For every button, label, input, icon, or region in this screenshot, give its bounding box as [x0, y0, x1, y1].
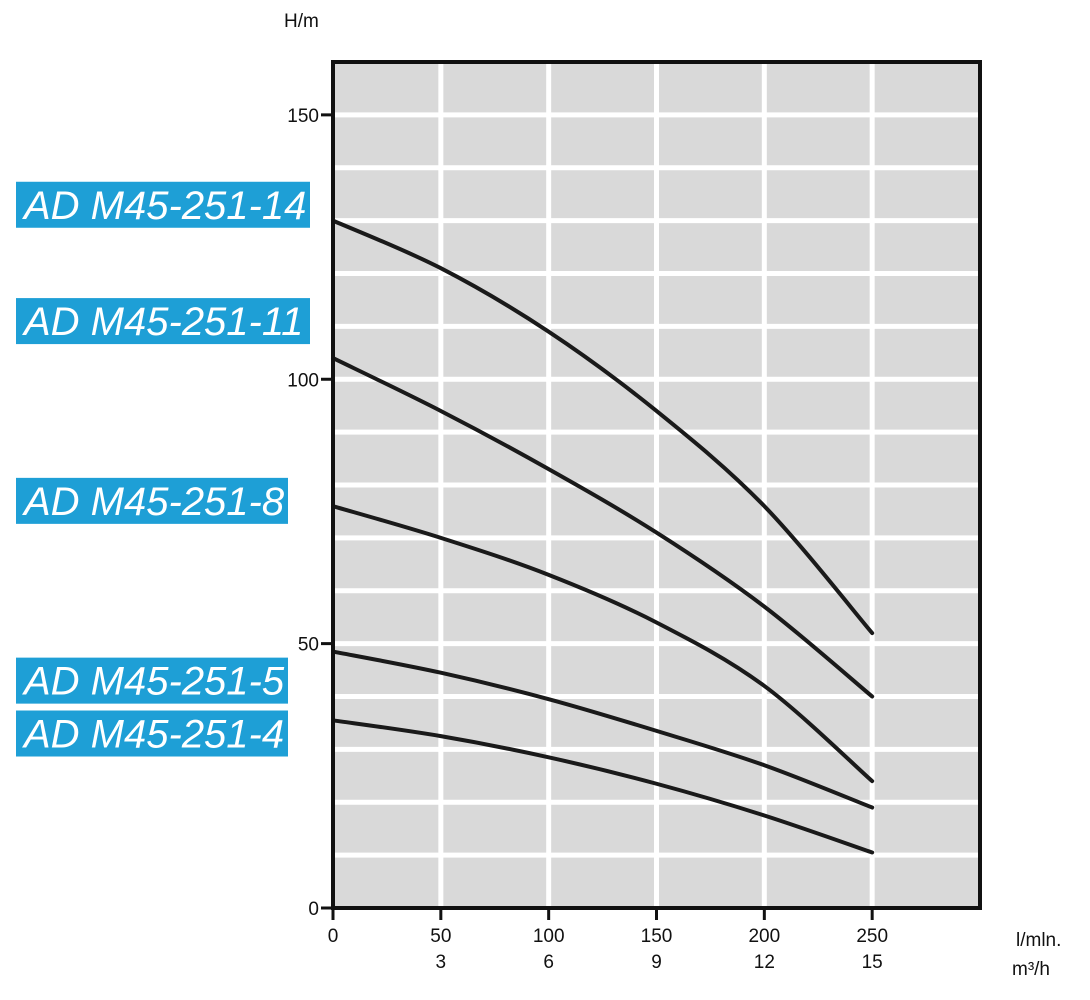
series-label-text: AD M45-251-5	[22, 660, 285, 704]
y-tick-label: 0	[308, 899, 319, 920]
series-curve	[331, 718, 875, 855]
series-curve	[331, 356, 875, 699]
series-label-badge	[16, 181, 310, 228]
series-curve	[331, 649, 875, 810]
x-tick-label-secondary: 6	[543, 952, 554, 973]
series-label-badge	[16, 477, 288, 524]
x-tick-label-secondary: 9	[651, 952, 662, 973]
y-axis-title: H/m	[284, 11, 319, 32]
x-tick-label: 100	[533, 926, 565, 947]
x-tick-label-secondary: 15	[862, 952, 883, 973]
axis-ticks: 0 50 100 150 0 50 3 100 6 150 9 200 12 250 15	[287, 106, 888, 973]
series-label-text: AD M45-251-8	[22, 480, 285, 524]
series-curve	[331, 218, 875, 636]
x-axis-title: l/mln.	[1016, 930, 1061, 951]
y-tick-label: 150	[287, 106, 319, 127]
x-axis-title-secondary: m³/h	[1012, 959, 1050, 980]
series-label-text: AD M45-251-4	[22, 713, 284, 757]
x-tick-label: 0	[328, 926, 339, 947]
series-label-badge	[16, 298, 310, 345]
series-label-badge	[16, 710, 288, 757]
y-tick-label: 100	[287, 370, 319, 391]
series-label-text: AD M45-251-11	[22, 300, 303, 344]
x-tick-label-secondary: 3	[436, 952, 447, 973]
performance-curves	[331, 218, 875, 855]
x-tick-label: 200	[748, 926, 780, 947]
x-tick-label: 150	[641, 926, 673, 947]
x-tick-label: 50	[430, 926, 451, 947]
x-tick-label-secondary: 12	[754, 952, 775, 973]
series-curve	[331, 504, 875, 784]
series-labels: AD M45-251-14 AD M45-251-11 AD M45-251-8 AD…	[16, 181, 310, 757]
x-tick-label: 250	[856, 926, 888, 947]
y-tick-label: 50	[298, 635, 319, 656]
series-label-text: AD M45-251-14	[22, 184, 306, 228]
series-label-badge	[16, 657, 288, 704]
